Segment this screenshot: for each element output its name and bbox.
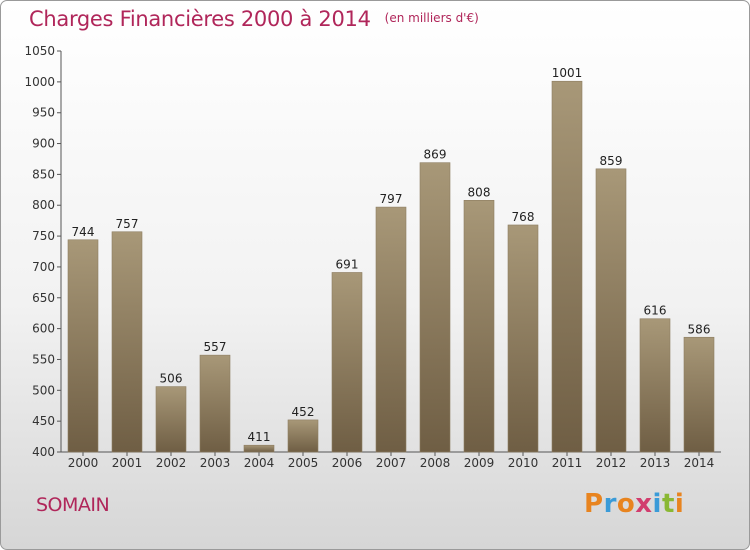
x-tick-label: 2013	[640, 456, 671, 470]
x-tick-label: 2005	[288, 456, 319, 470]
y-tick-label: 850	[32, 167, 55, 181]
y-tick-label: 500	[32, 383, 55, 397]
x-tick-label: 2009	[464, 456, 495, 470]
bar	[595, 168, 627, 453]
y-tick-label: 400	[32, 445, 55, 459]
bar-value-label: 452	[292, 405, 315, 419]
bar	[683, 336, 715, 453]
bar-value-label: 691	[336, 257, 359, 271]
bar	[507, 224, 539, 453]
bar	[67, 239, 99, 453]
proxiti-logo: Proxiti	[584, 489, 684, 519]
x-tick-label: 2000	[68, 456, 99, 470]
bar	[111, 231, 143, 453]
bar-value-label: 411	[248, 430, 271, 444]
bar	[287, 419, 319, 453]
bar-value-label: 586	[688, 322, 711, 336]
x-tick-label: 2007	[376, 456, 407, 470]
bar	[155, 386, 187, 453]
bar-value-label: 616	[644, 304, 667, 318]
commune-name: SOMAIN	[36, 494, 110, 516]
bar-value-label: 1001	[552, 66, 583, 80]
x-axis: 2000 2001 2002 2003 2004 2005 2006 2007 2008 2009…	[61, 451, 721, 470]
chart-unit: (en milliers d'€)	[384, 11, 479, 25]
x-tick-label: 2001	[112, 456, 143, 470]
logo-letter: i	[674, 489, 685, 519]
bar	[551, 80, 583, 453]
y-tick-label: 950	[32, 106, 55, 120]
x-tick-label: 2002	[156, 456, 187, 470]
x-tick-label: 2004	[244, 456, 275, 470]
logo-letter: t	[661, 489, 675, 519]
x-tick-label: 2010	[508, 456, 539, 470]
y-tick-label: 800	[32, 198, 55, 212]
bar-value-label: 869	[424, 148, 447, 162]
bar	[419, 162, 451, 453]
y-tick-label: 450	[32, 414, 55, 428]
y-tick-label: 650	[32, 291, 55, 305]
bar-value-label: 757	[116, 217, 139, 231]
y-tick-label: 700	[32, 260, 55, 274]
x-tick-label: 2008	[420, 456, 451, 470]
bar-value-label: 859	[600, 154, 623, 168]
y-tick-label: 900	[32, 137, 55, 151]
chart-title: Charges Financières 2000 à 2014	[29, 7, 371, 31]
bars: 744 757 506 557 411 452 691 797 869 808 768 1001 859…	[67, 66, 715, 453]
x-tick-label: 2003	[200, 456, 231, 470]
chart-title-block: Charges Financières 2000 à 2014 (en milli…	[29, 7, 479, 31]
y-tick-label: 1000	[24, 75, 55, 89]
y-tick-label: 600	[32, 322, 55, 336]
logo-letter: i	[652, 489, 662, 519]
y-tick-label: 1050	[24, 44, 55, 58]
bar	[463, 199, 495, 453]
bar-value-label: 768	[512, 210, 535, 224]
logo-letter: x	[635, 489, 653, 519]
x-tick-label: 2012	[596, 456, 627, 470]
logo-letter: P	[584, 489, 604, 519]
x-tick-label: 2014	[684, 456, 715, 470]
bar	[639, 318, 671, 453]
x-tick-label: 2011	[552, 456, 583, 470]
logo-letter: o	[616, 489, 636, 519]
bar	[375, 206, 407, 453]
y-tick-label: 550	[32, 352, 55, 366]
bar	[199, 354, 231, 453]
y-tick-label: 750	[32, 229, 55, 243]
bar-value-label: 557	[204, 340, 227, 354]
logo-letter: r	[603, 489, 617, 519]
x-tick-label: 2006	[332, 456, 363, 470]
y-axis: 400 450 500 550 600 650 700 750 800 850 900 950 1000…	[24, 44, 62, 459]
bar	[331, 272, 363, 453]
bar-value-label: 808	[468, 185, 491, 199]
bar-value-label: 797	[380, 192, 403, 206]
bar	[243, 444, 275, 453]
bar-value-label: 744	[72, 225, 95, 239]
bar-value-label: 506	[160, 372, 183, 386]
